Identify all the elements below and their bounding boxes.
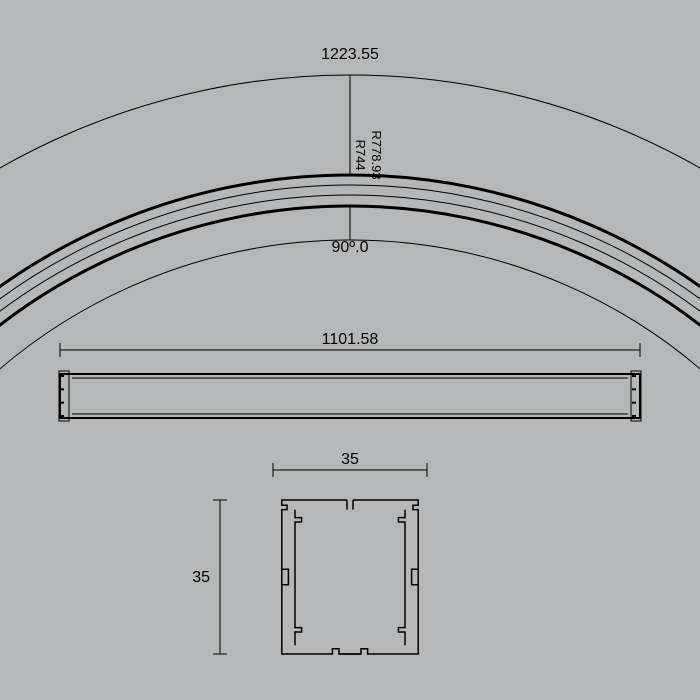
profile-height-label: 35	[192, 569, 210, 586]
profile-section	[282, 500, 418, 654]
radius-outer-label: R778.93	[369, 130, 384, 179]
arc-angle-label: 90º.0	[332, 239, 369, 256]
arc-length-label: 1223.55	[321, 46, 379, 63]
profile-width-label: 35	[341, 451, 359, 468]
rail-width-label: 1101.58	[322, 331, 379, 348]
radius-inner-label: R744	[353, 139, 368, 170]
